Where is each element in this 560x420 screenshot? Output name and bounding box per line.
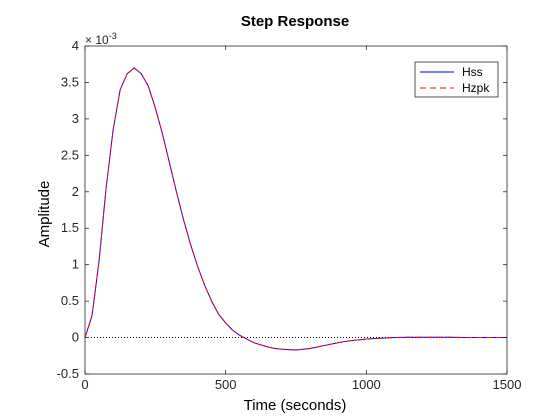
x-tick-label: 1000: [352, 377, 381, 392]
series-layer: [84, 67, 507, 351]
legend-label-hss: Hss: [462, 65, 483, 79]
legend: Hss Hzpk: [414, 61, 499, 98]
y-tick-label: 0: [72, 330, 79, 345]
y-tick-label: -0.5: [57, 366, 79, 381]
y-exponent-mantissa: × 10: [85, 33, 109, 47]
y-tick-label: 0.5: [61, 293, 79, 308]
y-tick-label: 1: [72, 257, 79, 272]
y-tick-label: 1.5: [61, 220, 79, 235]
plot-area: [84, 45, 508, 375]
y-tick-label: 2.5: [61, 147, 79, 162]
x-tick-label: 500: [215, 377, 237, 392]
ticks-group: [84, 45, 508, 375]
chart-title: Step Response: [241, 13, 349, 30]
x-tick-label: 1500: [493, 377, 522, 392]
x-axis-label: Time (seconds): [244, 397, 347, 414]
y-tick-label: 4: [72, 38, 79, 53]
y-axis-label: Amplitude: [36, 181, 53, 248]
y-exponent-power: -3: [109, 31, 117, 41]
y-tick-label: 3.5: [61, 74, 79, 89]
legend-label-hzpk: Hzpk: [462, 81, 490, 95]
y-tick-label: 3: [72, 111, 79, 126]
tick-labels-group: 0 500 1000 1500-0.500.511.522.533.54: [57, 38, 522, 392]
y-exponent-label: × 10-3: [85, 31, 117, 47]
y-tick-label: 2: [72, 184, 79, 199]
legend-box: [414, 61, 499, 98]
series-line-hzpk: [84, 67, 507, 351]
x-tick-label: 0: [81, 377, 88, 392]
